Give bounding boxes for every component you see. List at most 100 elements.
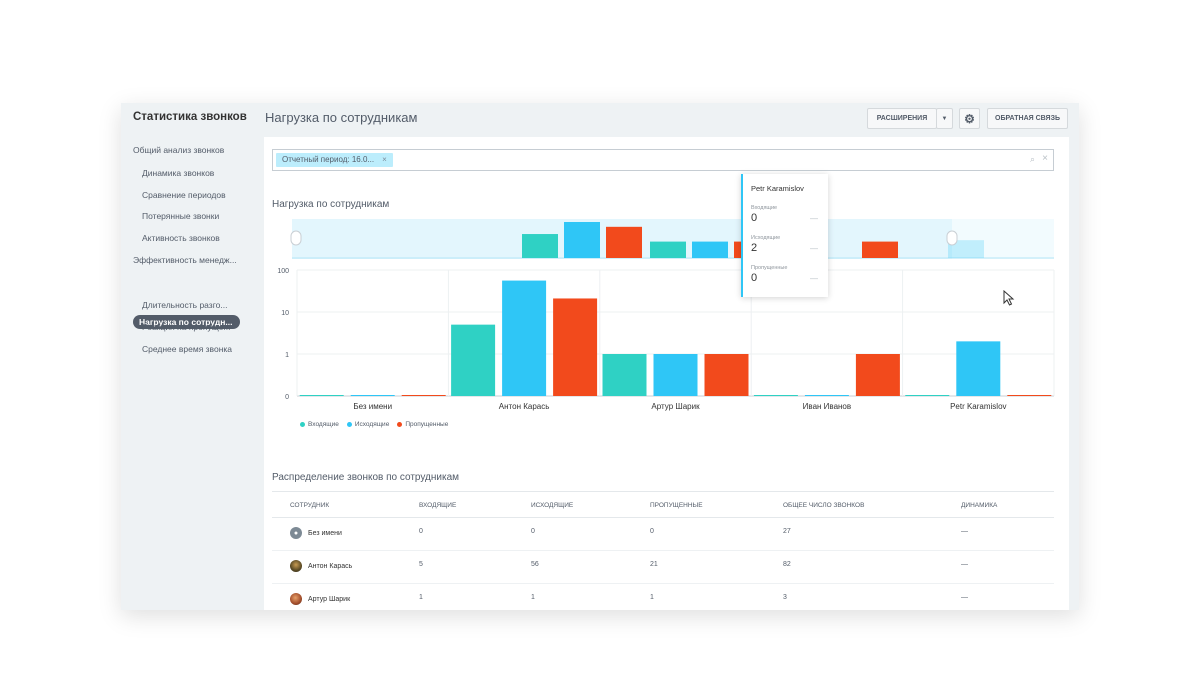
sidebar-item-dynamics[interactable]: Динамика звонков [142,168,215,178]
sidebar-item-period-compare[interactable]: Сравнение периодов [142,190,226,200]
search-icon[interactable]: ⌕ [1029,154,1035,164]
incoming-cell: 5 [419,561,423,568]
feedback-button[interactable]: ОБРАТНАЯ СВЯЗЬ [987,108,1068,129]
y-tick-label: 100 [277,268,289,275]
bar-1-2 [653,354,698,396]
navigator-handle-1 [946,230,958,246]
extensions-button[interactable]: РАСШИРЕНИЯ [867,108,937,129]
bar-1-1 [502,280,547,396]
navigator-bar-1-2 [692,241,728,258]
bar-1-4 [956,341,1001,396]
sidebar-item-manager-efficiency[interactable]: Эффективность менедж... [133,255,237,265]
sidebar-item-employee-load[interactable]: Нагрузка по сотрудн... [133,315,240,329]
x-tick-label: Без имени [353,402,392,411]
bar-2-1 [553,298,598,396]
period-filter-chip[interactable]: Отчетный период: 16.0... × [276,153,393,167]
page-title: Нагрузка по сотрудникам [265,110,418,125]
sidebar-item-call-duration[interactable]: Длительность разго... [142,300,228,310]
bar-0-2 [602,354,647,396]
caret-down-icon[interactable]: ▼ [936,108,953,129]
total-cell: 27 [783,528,791,535]
bar-0-1 [451,324,496,396]
tooltip-value-outgoing: 2 [751,242,758,254]
x-tick-label: Артур Шарик [651,402,700,411]
sidebar-item-lost-calls[interactable]: Потерянные звонки [142,211,220,221]
employee-load-chart: 0 1 10 100 Без имени Антон Карась Артур Шарик И… [277,219,1055,411]
x-tick-label: Антон Карась [499,402,550,411]
employee-cell: Артур Шарик [290,593,350,605]
missed-cell: 21 [650,561,658,568]
table-row[interactable]: Антон Карась 5 56 21 82 — [272,551,1054,584]
chart-tooltip: Petr Karamislov Входящие 0 — Исходящие 2… [741,174,828,297]
missed-cell: 0 [650,528,654,535]
y-tick-label: 0 [285,394,289,401]
table-row[interactable]: Артур Шарик 1 1 1 3 — [272,584,1054,610]
navigator-handle-0 [290,230,302,246]
column-header-dynamics[interactable]: ДИНАМИКА [961,502,998,509]
tooltip-value-missed: 0 [751,272,758,284]
navigator-bar-1-4 [948,240,984,258]
filter-search-input[interactable]: Отчетный период: 16.0... × ⌕ × [272,149,1054,171]
outgoing-cell: 56 [531,561,539,568]
bar-2-2 [704,354,749,396]
column-header-total[interactable]: ОБЩЕЕ ЧИСЛО ЗВОНКОВ [783,502,865,509]
column-header-missed[interactable]: ПРОПУЩЕННЫЕ [650,502,703,509]
sidebar-item-call-activity[interactable]: Активность звонков [142,233,220,243]
employee-name[interactable]: Артур Шарик [308,595,351,603]
tooltip-value-incoming: 0 [751,212,758,224]
app-window: Статистика звонков Нагрузка по сотрудник… [121,103,1079,610]
legend-label-missed: Пропущенные [405,421,449,428]
user-avatar [290,593,302,605]
chip-label: Отчетный период: 16.0... [282,155,375,164]
tooltip-employee-name: Petr Karamislov [751,184,804,193]
tooltip-trend-outgoing: — [810,244,818,253]
clear-icon[interactable]: × [1042,153,1048,164]
incoming-cell: 0 [419,528,423,535]
tooltip-trend-missed: — [810,274,818,283]
bar-2-3 [855,354,900,396]
gear-icon[interactable]: ⚙ [959,108,980,129]
column-header-incoming[interactable]: ВХОДЯЩИЕ [419,502,457,509]
app-title: Статистика звонков [133,111,247,123]
outgoing-cell: 1 [531,594,535,601]
total-cell: 82 [783,561,791,568]
top-bar: Статистика звонков Нагрузка по сотрудник… [121,103,1079,137]
legend-item-outgoing[interactable]: Исходящие [346,421,390,428]
legend-item-missed[interactable]: Пропущенные [397,421,448,428]
main-content: Отчетный период: 16.0... × ⌕ × Нагрузка п… [264,137,1069,610]
legend-label-incoming: Входящие [308,421,339,428]
legend-dot-missed [397,422,403,427]
table-section-title: Распределение звонков по сотрудникам [272,472,460,483]
column-header-outgoing[interactable]: ИСХОДЯЩИЕ [531,502,574,509]
legend-dot-outgoing [346,422,352,427]
sidebar-item-general-analysis[interactable]: Общий анализ звонков [133,145,225,155]
column-header-employee[interactable]: СОТРУДНИК [290,502,330,509]
legend-dot-incoming [300,422,305,427]
navigator-bar-2-3 [862,241,898,258]
sidebar-item-avg-call-time[interactable]: Среднее время звонка [142,344,233,354]
navigator-bar-0-2 [650,241,686,258]
legend-label-outgoing: Исходящие [354,421,390,428]
navigator-bar-1-1 [564,222,600,258]
dynamics-cell: — [961,528,968,535]
chart-section-title: Нагрузка по сотрудникам [272,199,390,210]
x-tick-label: Иван Иванов [803,402,851,411]
navigator-bar-0-1 [522,234,558,258]
outgoing-cell: 0 [531,528,535,535]
mouse-cursor-icon [1003,290,1015,306]
chip-close-icon[interactable]: × [382,155,387,164]
sidebar-item-missed-reaction[interactable]: Реакция на пропуще... [142,322,231,332]
user-avatar [290,560,302,572]
default-avatar-icon: ● [290,527,302,539]
navigator-bar-2-1 [606,226,642,258]
tooltip-label-outgoing: Исходящие [751,235,781,241]
y-tick-label: 1 [285,352,289,359]
y-tick-label: 10 [281,310,289,317]
x-tick-label: Petr Karamislov [950,402,1006,411]
table-row[interactable]: ● Без имени 0 0 0 27 — [272,518,1054,551]
total-cell: 3 [783,594,787,601]
legend-item-incoming[interactable]: Входящие [300,421,339,428]
employee-cell: Антон Карась [290,560,352,572]
employee-name[interactable]: Без имени [308,529,342,537]
employee-name[interactable]: Антон Карась [308,562,353,570]
